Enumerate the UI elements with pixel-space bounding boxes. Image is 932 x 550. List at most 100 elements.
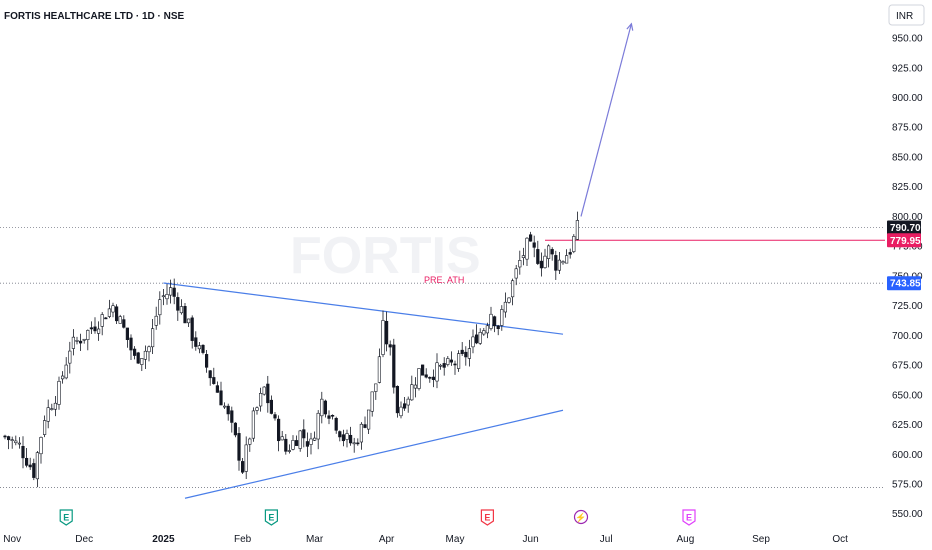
- watermark-text: FORTIS: [290, 227, 481, 285]
- dividend-event-icon[interactable]: ⚡: [573, 509, 589, 525]
- candle-body: [428, 377, 432, 379]
- candle-body: [136, 352, 140, 364]
- candle-body: [410, 384, 414, 401]
- y-tick-label: 875.00: [892, 123, 923, 134]
- candle-body: [543, 255, 547, 269]
- candle-body: [327, 415, 331, 419]
- candle-body: [467, 348, 472, 359]
- y-tick-label: 600.00: [892, 450, 923, 461]
- candle-body: [442, 363, 446, 368]
- candle-body: [46, 407, 50, 422]
- candle-body: [521, 255, 525, 258]
- candle-body: [161, 295, 166, 298]
- candle-body: [352, 442, 356, 445]
- candle-body: [399, 406, 403, 417]
- candle-body: [21, 445, 25, 459]
- candle-body: [93, 326, 97, 332]
- candle-body: [298, 430, 302, 449]
- candle-body: [3, 435, 7, 438]
- candle-body: [71, 336, 75, 349]
- candle-body: [485, 325, 490, 334]
- candle-body: [212, 377, 216, 384]
- candle-body: [255, 407, 259, 411]
- event-markers[interactable]: E E E ⚡ E: [59, 509, 696, 526]
- candle-body: [302, 429, 306, 439]
- y-tick-label: 900.00: [892, 93, 923, 104]
- candle-body: [89, 327, 93, 330]
- candle-body: [251, 410, 256, 439]
- candle-body: [7, 436, 11, 441]
- price-levels: [0, 227, 885, 488]
- trendline-upper[interactable]: [163, 282, 564, 335]
- currency-button[interactable]: INR: [888, 4, 925, 26]
- candle-body: [471, 336, 475, 348]
- candle-body: [276, 418, 281, 442]
- candle-body: [384, 320, 389, 345]
- candle-body: [305, 441, 310, 447]
- price-tag-box: [887, 220, 921, 235]
- x-tick-label: Jun: [523, 534, 539, 545]
- candle-body: [500, 309, 504, 326]
- candle-body: [338, 431, 342, 438]
- candle-body: [194, 337, 198, 347]
- candle-body: [402, 403, 407, 409]
- candle-body: [10, 439, 14, 442]
- candle-body: [528, 234, 533, 242]
- earnings-badge: [59, 509, 73, 526]
- candle-body: [107, 308, 111, 317]
- projection-arrow[interactable]: [580, 23, 632, 217]
- candle-body: [316, 412, 320, 440]
- candle-series: [3, 211, 579, 488]
- trendline-lower[interactable]: [184, 409, 564, 499]
- candle-body: [262, 386, 266, 395]
- candle-body: [557, 259, 561, 271]
- y-tick-label: 675.00: [892, 361, 923, 372]
- candle-body: [507, 297, 511, 303]
- price-tags: 790.70 779.95 743.85: [887, 220, 921, 291]
- candle-body: [424, 374, 428, 378]
- x-tick-label: Apr: [379, 534, 395, 545]
- candle-body: [539, 260, 543, 269]
- candle-body: [226, 405, 230, 415]
- candle-body: [122, 319, 126, 328]
- candle-body: [172, 287, 176, 297]
- candle-body: [104, 317, 108, 320]
- candle-body: [420, 364, 425, 376]
- earnings-event-icon[interactable]: E: [682, 509, 696, 526]
- candle-body: [413, 384, 418, 389]
- event-symbol: ⚡: [575, 512, 586, 524]
- candle-body: [215, 385, 220, 393]
- candle-body: [32, 463, 36, 478]
- earnings-event-icon[interactable]: E: [480, 509, 494, 526]
- x-tick-label: Dec: [75, 534, 93, 545]
- candle-body: [258, 393, 263, 407]
- candle-body: [287, 450, 292, 452]
- candle-body: [438, 364, 443, 367]
- candle-body: [190, 317, 194, 341]
- x-tick-label: Mar: [306, 534, 324, 545]
- pre-ath-annotation: PRE. ATH: [424, 275, 464, 285]
- x-tick-label: Jul: [600, 534, 613, 545]
- y-tick-label: 700.00: [892, 331, 923, 342]
- candle-body: [489, 313, 493, 329]
- candle-body: [14, 440, 18, 444]
- dividend-badge: [573, 509, 589, 525]
- earnings-event-icon[interactable]: E: [59, 509, 73, 526]
- candle-body: [205, 354, 209, 368]
- trendlines[interactable]: [163, 22, 885, 499]
- earnings-event-icon[interactable]: E: [264, 509, 278, 526]
- earnings-badge: [480, 509, 494, 526]
- candle-body: [334, 417, 338, 431]
- x-tick-label: Oct: [832, 534, 848, 545]
- candle-body: [377, 356, 382, 383]
- event-symbol: E: [484, 513, 490, 523]
- candle-body: [503, 301, 508, 313]
- candle-body: [97, 328, 101, 334]
- candle-body: [431, 376, 436, 380]
- candle-body: [546, 245, 551, 259]
- time-axis[interactable]: Nov Dec 2025 Feb Mar Apr May Jun Jul Aug Sep Oct: [3, 534, 848, 545]
- candle-body: [86, 330, 90, 340]
- y-tick-label: 850.00: [892, 152, 923, 163]
- candle-body: [248, 438, 252, 445]
